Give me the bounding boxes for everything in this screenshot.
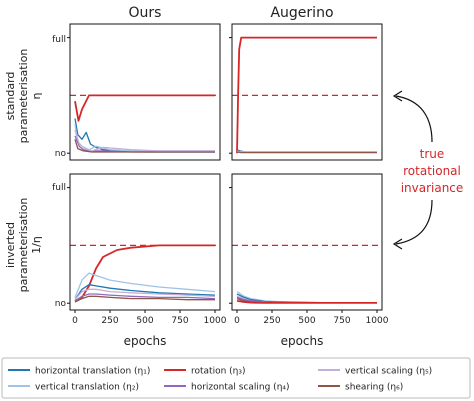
- column-title-augerino: Augerino: [270, 5, 333, 21]
- series-rotation: [236, 36, 377, 154]
- xtick-label: 1000: [366, 316, 389, 326]
- ytick-full-top: full: [52, 35, 66, 45]
- row-label-standard-line1: standard: [4, 72, 17, 121]
- series-rotation: [74, 94, 215, 122]
- legend-label-rotation: rotation (η₃): [191, 367, 246, 377]
- xlabel-augerino: epochs: [281, 334, 324, 348]
- xtick-label: 500: [136, 316, 153, 326]
- series-v_scaling: [74, 288, 216, 301]
- row-label-inverted-line2: parameterisation: [17, 198, 30, 293]
- axes-frame: [231, 173, 383, 311]
- series-rotation: [74, 244, 215, 302]
- annotation-line3: invariance: [401, 181, 464, 195]
- panel-ours-standard: [67, 23, 221, 161]
- xtick-label: 1000: [204, 316, 227, 326]
- xtick-label: 0: [234, 316, 240, 326]
- panel-ours-inverted: 0 250 500 750 1000: [67, 173, 227, 326]
- series-v_translation: [74, 272, 216, 298]
- series-v_translation: [74, 124, 215, 152]
- series-h_scaling: [74, 293, 216, 302]
- annotation: true rotational invariance: [392, 90, 464, 250]
- series-v_scaling: [74, 129, 215, 152]
- annotation-arrow-bottom: [395, 199, 433, 245]
- series-shearing: [74, 139, 215, 153]
- xtick-label: 750: [333, 316, 350, 326]
- row-label-inverted: inverted parameterisation 1/η: [4, 198, 43, 293]
- annotation-arrow-top: [395, 95, 433, 143]
- series-shearing: [236, 151, 377, 154]
- row-label-inverted-line1: inverted: [4, 222, 17, 268]
- series-h_translation: [74, 284, 216, 301]
- annotation-arrowhead-bottom: [392, 238, 403, 250]
- xlabel-ours: epochs: [124, 334, 167, 348]
- ytick-no-bottom: no: [55, 299, 67, 309]
- row-label-inverted-line3: 1/η: [30, 236, 43, 254]
- xtick-label: 750: [171, 316, 188, 326]
- series-rotation: [236, 300, 377, 304]
- annotation-line2: rotational: [403, 164, 461, 178]
- series-v_scaling: [236, 150, 377, 153]
- panel-augerino-inverted: 0 250 500 750 1000: [229, 173, 389, 326]
- axes-frame: [231, 23, 383, 161]
- panel-augerino-standard: [229, 23, 383, 161]
- annotation-line1: true: [420, 147, 445, 161]
- row-label-standard-line2: parameterisation: [17, 49, 30, 144]
- ytick-no-top: no: [55, 149, 67, 159]
- xtick-label: 250: [101, 316, 118, 326]
- legend-label-shearing: shearing (η₆): [345, 383, 403, 393]
- legend: horizontal translation (η₁) vertical tran…: [1, 357, 471, 399]
- annotation-arrowhead-top: [392, 90, 403, 102]
- series-shearing: [74, 295, 215, 303]
- xtick-label: 500: [298, 316, 315, 326]
- legend-label-v_scaling: vertical scaling (η₅): [345, 367, 432, 377]
- legend-label-h_scaling: horizontal scaling (η₄): [191, 383, 290, 393]
- xtick-label: 0: [72, 316, 78, 326]
- legend-box: [1, 357, 471, 399]
- legend-label-v_translation: vertical translation (η₂): [35, 383, 139, 393]
- axes-frame: [69, 23, 221, 161]
- xtick-label: 250: [263, 316, 280, 326]
- column-title-ours: Ours: [129, 5, 162, 21]
- row-label-standard: standard parameterisation η: [4, 49, 43, 144]
- row-label-standard-line3: η: [30, 92, 43, 99]
- legend-label-h_translation: horizontal translation (η₁): [35, 367, 150, 377]
- ytick-full-bottom: full: [52, 183, 66, 193]
